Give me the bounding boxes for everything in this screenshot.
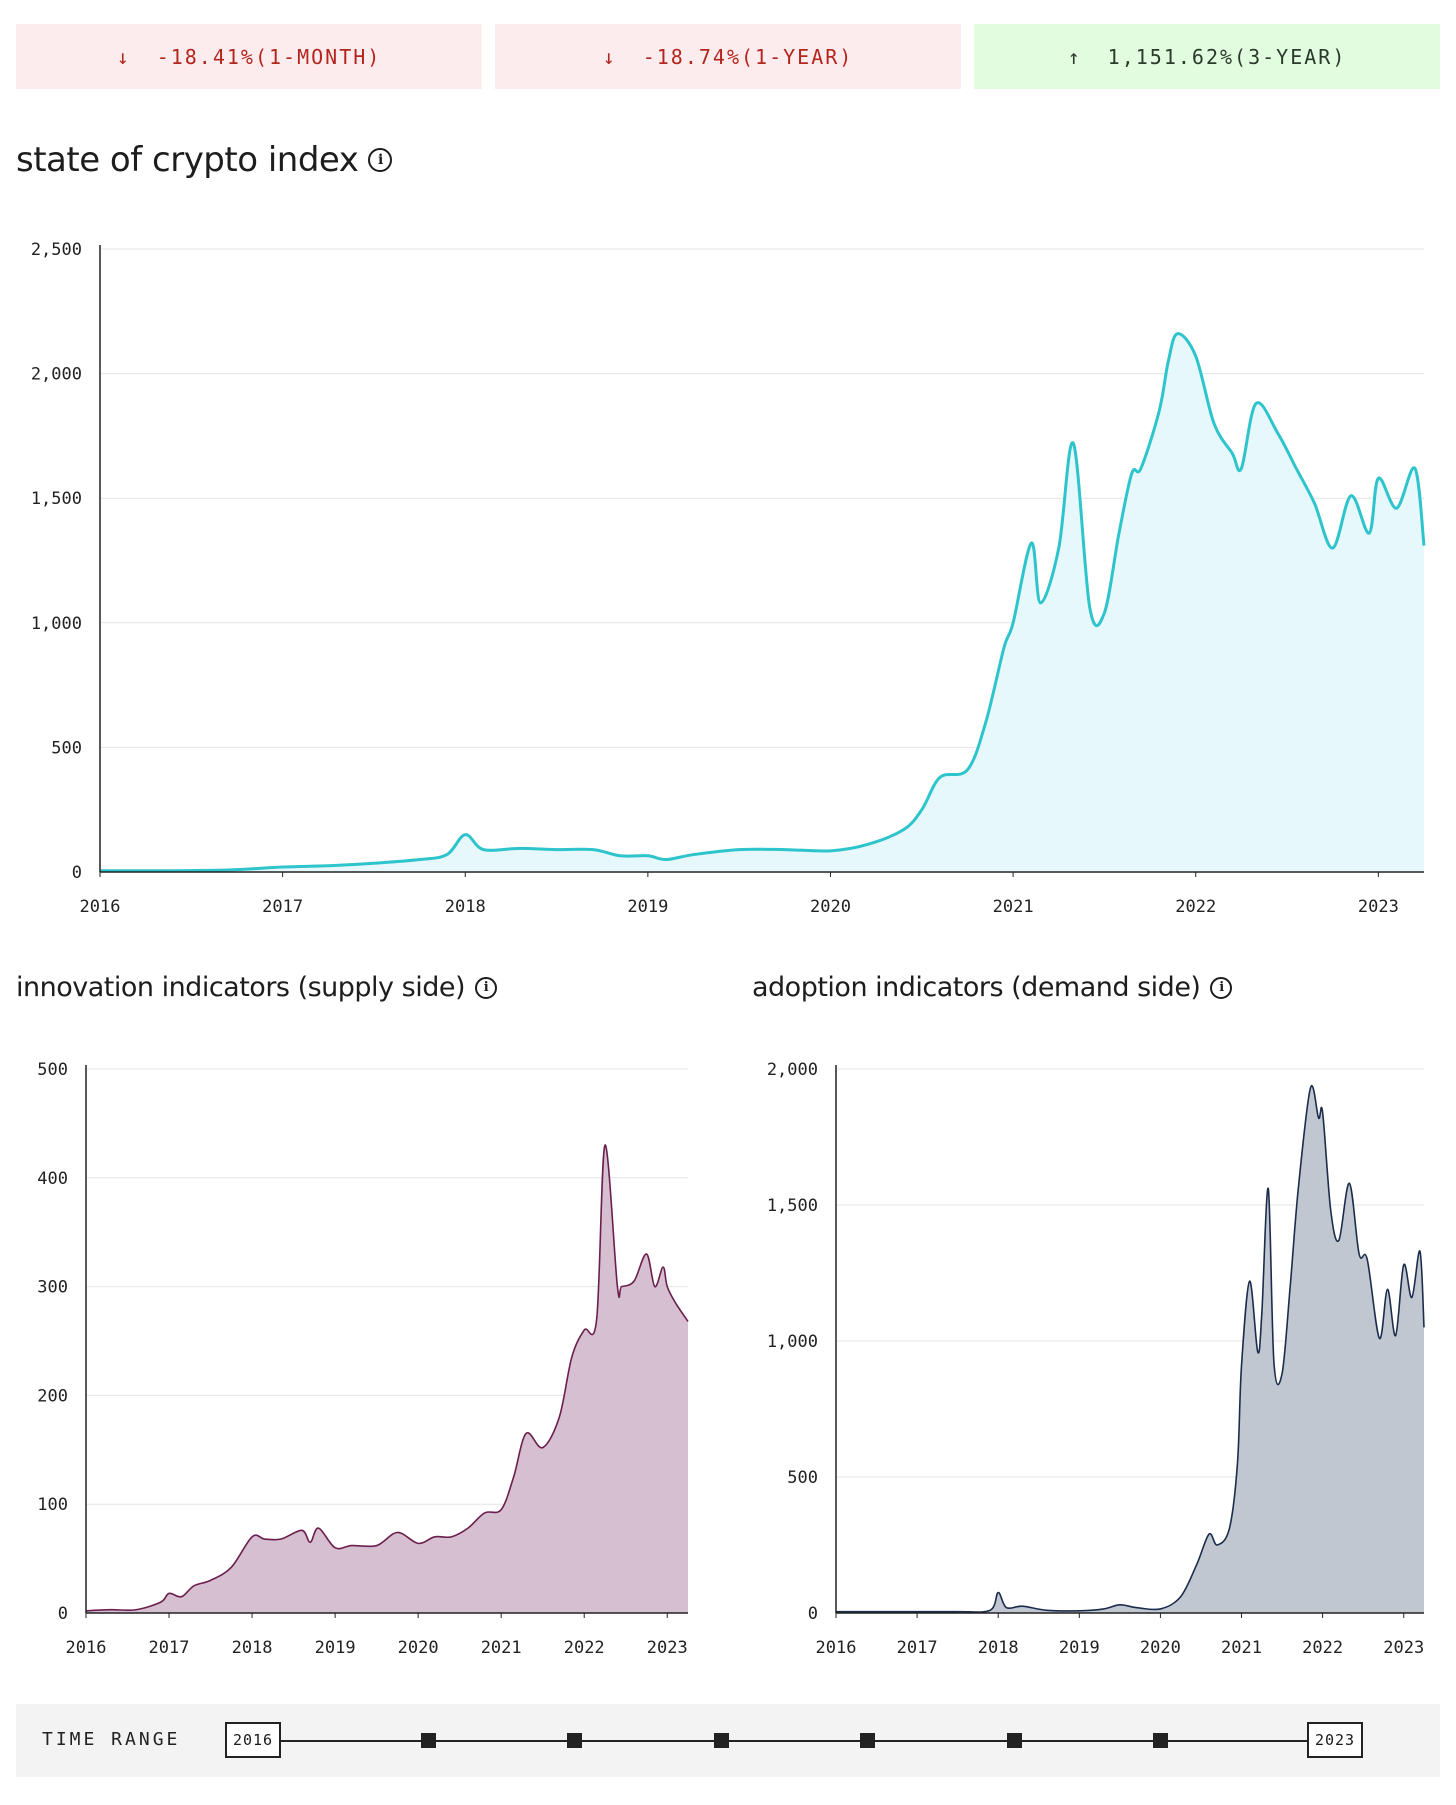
- supply-x-tick-label: 2017: [149, 1638, 190, 1658]
- demand-y-tick-label: 1,000: [767, 1332, 818, 1352]
- main-title-text: state of crypto index: [16, 140, 359, 180]
- time-range-track: [281, 1740, 1326, 1742]
- demand-title-text: adoption indicators (demand side): [752, 972, 1201, 1003]
- demand-x-tick-label: 2023: [1383, 1638, 1424, 1658]
- supply-x-tick-label: 2019: [315, 1638, 356, 1658]
- stat-month: ↓ -18.41%(1-MONTH): [16, 24, 482, 89]
- supply-y-tick-label: 300: [37, 1278, 68, 1298]
- supply-area: [86, 1144, 688, 1613]
- supply-x-tick-label: 2022: [564, 1638, 605, 1658]
- time-range-bar: TIME RANGE 2016 2023: [16, 1704, 1440, 1777]
- info-icon[interactable]: i: [474, 976, 497, 999]
- supply-y-tick-label: 400: [37, 1169, 68, 1189]
- supply-x-tick-label: 2016: [66, 1638, 107, 1658]
- time-range-end-handle[interactable]: 2023: [1307, 1722, 1363, 1758]
- demand-chart-title: adoption indicators (demand side) i: [752, 972, 1233, 1003]
- supply-y-tick-label: 200: [37, 1386, 68, 1406]
- demand-y-tick-label: 0: [808, 1604, 818, 1624]
- stat-three-year-value: 1,151.62%(3-YEAR): [1107, 44, 1347, 69]
- index-x-tick-label: 2016: [80, 897, 121, 917]
- stat-year: ↓ -18.74%(1-YEAR): [495, 24, 961, 89]
- time-range-label: TIME RANGE: [42, 1729, 181, 1750]
- demand-y-tick-label: 2,000: [767, 1060, 818, 1080]
- time-range-step[interactable]: [1006, 1733, 1022, 1748]
- time-range-end-label: 2023: [1314, 1731, 1356, 1749]
- time-range-step[interactable]: [713, 1733, 729, 1748]
- index-x-tick-label: 2017: [262, 897, 303, 917]
- demand-x-tick-label: 2018: [978, 1638, 1019, 1658]
- stat-three-year: ↑ 1,151.62%(3-YEAR): [974, 24, 1440, 89]
- index-x-tick-label: 2022: [1175, 897, 1216, 917]
- demand-series-line: [836, 1084, 1425, 1613]
- index-y-tick-label: 1,000: [31, 614, 82, 634]
- stat-month-value: -18.41%(1-MONTH): [156, 44, 382, 69]
- index-x-tick-label: 2021: [993, 897, 1034, 917]
- demand-x-tick-label: 2020: [1140, 1638, 1181, 1658]
- index-y-tick-label: 1,500: [31, 489, 82, 509]
- index-y-tick-label: 0: [72, 863, 82, 883]
- demand-y-tick-label: 500: [787, 1468, 818, 1488]
- supply-series-line: [85, 1144, 689, 1612]
- index-x-tick-label: 2018: [445, 897, 486, 917]
- supply-x-tick-label: 2018: [232, 1638, 273, 1658]
- demand-x-tick-label: 2019: [1059, 1638, 1100, 1658]
- time-range-step[interactable]: [1153, 1733, 1169, 1748]
- supply-y-tick-label: 500: [37, 1060, 68, 1080]
- supply-x-tick-label: 2020: [398, 1638, 439, 1658]
- supply-y-tick-label: 100: [37, 1495, 68, 1515]
- up-arrow-icon: ↑: [1067, 44, 1082, 69]
- time-range-step[interactable]: [860, 1733, 876, 1748]
- demand-x-tick-label: 2022: [1302, 1638, 1343, 1658]
- info-icon[interactable]: i: [1210, 976, 1233, 999]
- supply-y-tick-label: 0: [58, 1604, 68, 1624]
- time-range-step[interactable]: [567, 1733, 583, 1748]
- index-x-tick-label: 2023: [1358, 897, 1399, 917]
- supply-title-text: innovation indicators (supply side): [16, 972, 465, 1003]
- index-x-tick-label: 2020: [810, 897, 851, 917]
- time-range-start-handle[interactable]: 2016: [225, 1722, 281, 1758]
- stat-year-value: -18.74%(1-YEAR): [642, 44, 854, 69]
- down-arrow-icon: ↓: [602, 44, 617, 69]
- main-chart-title: state of crypto index i: [16, 140, 393, 180]
- index-series-line: [99, 332, 1426, 873]
- supply-x-tick-label: 2021: [481, 1638, 522, 1658]
- down-arrow-icon: ↓: [116, 44, 131, 69]
- demand-x-tick-label: 2016: [816, 1638, 857, 1658]
- supply-chart-title: innovation indicators (supply side) i: [16, 972, 497, 1003]
- supply-x-tick-label: 2023: [647, 1638, 688, 1658]
- index-x-tick-label: 2019: [627, 897, 668, 917]
- demand-x-tick-label: 2021: [1221, 1638, 1262, 1658]
- index-area: [100, 333, 1424, 872]
- demand-y-tick-label: 1,500: [767, 1196, 818, 1216]
- time-range-start-label: 2016: [232, 1731, 274, 1749]
- demand-x-tick-label: 2017: [897, 1638, 938, 1658]
- info-icon[interactable]: i: [368, 148, 393, 172]
- index-y-tick-label: 2,500: [31, 240, 82, 260]
- demand-area: [836, 1085, 1424, 1613]
- index-y-tick-label: 500: [51, 738, 82, 758]
- index-y-tick-label: 2,000: [31, 365, 82, 385]
- time-range-step[interactable]: [420, 1733, 436, 1748]
